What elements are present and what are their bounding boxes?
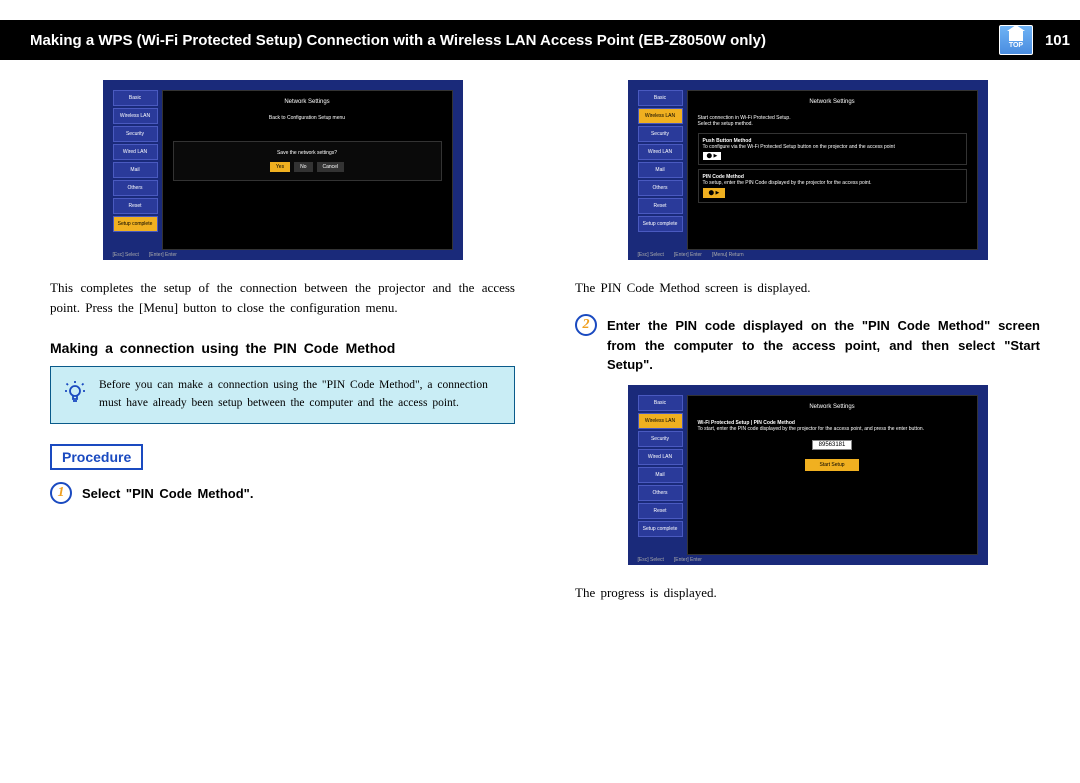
ss1-menu-item: Wireless LAN [113,108,158,124]
ss1-footer: [Enter] Enter [149,252,177,258]
ss3-menu-item: Others [638,485,683,501]
ss1-dialog-text: Save the network settings? [182,150,433,156]
ss2-menu-item: Wired LAN [638,144,683,160]
ss2-menu-item: Security [638,126,683,142]
screenshot-setup-complete: Basic Wireless LAN Security Wired LAN Ma… [103,80,463,260]
ss1-menu-item: Others [113,180,158,196]
ss1-btn-no: No [294,162,312,172]
ss1-menu-item: Reset [113,198,158,214]
tip-text: Before you can make a connection using t… [99,379,488,409]
ss3-wps-desc: To start, enter the PIN code displayed b… [698,426,967,432]
ss2-footer: [Menu] Return [712,252,744,258]
ss1-title: Network Settings [169,97,446,107]
step-2-text: Enter the PIN code displayed on the "PIN… [607,314,1040,375]
ss3-menu-item-active: Wireless LAN [638,413,683,429]
para-completes-setup: This completes the setup of the connecti… [50,278,515,318]
para-progress: The progress is displayed. [575,583,1040,603]
ss1-btn-cancel: Cancel [317,162,345,172]
top-icon[interactable]: TOP [999,25,1033,55]
ss1-footer: [Esc] Select [113,252,139,258]
ss1-menu-item: Basic [113,90,158,106]
screenshot-method-select: Basic Wireless LAN Security Wired LAN Ma… [628,80,988,260]
step-2-number: 2 [575,314,597,336]
ss2-title: Network Settings [694,97,971,107]
ss3-menu-item: Reset [638,503,683,519]
para-pin-displayed: The PIN Code Method screen is displayed. [575,278,1040,298]
ss3-start-btn: Start Setup [805,459,858,471]
right-column: Basic Wireless LAN Security Wired LAN Ma… [575,80,1040,619]
screenshot-start-setup: Basic Wireless LAN Security Wired LAN Ma… [628,385,988,565]
top-icon-label: TOP [1009,42,1023,49]
ss3-footer: [Enter] Enter [674,557,702,563]
ss1-menu-item: Security [113,126,158,142]
lightbulb-icon [63,381,87,405]
ss3-footer: [Esc] Select [638,557,664,563]
page-number: 101 [1045,32,1070,49]
ss3-title: Network Settings [694,402,971,412]
step-1-number: 1 [50,482,72,504]
ss1-btn-yes: Yes [270,162,290,172]
header-bar: Making a WPS (Wi-Fi Protected Setup) Con… [0,20,1080,60]
ss1-menu-item-active: Setup complete [113,216,158,232]
step-1-text: Select "PIN Code Method". [82,482,253,504]
ss3-menu-item: Mail [638,467,683,483]
ss3-pin: 89563181 [812,440,853,450]
ss1-back: Back to Configuration Setup menu [173,115,442,121]
heading-pin-method: Making a connection using the PIN Code M… [50,340,515,356]
ss2-pb-desc: To configure via the Wi-Fi Protected Set… [703,144,962,150]
ss2-pin-desc: To setup, enter the PIN Code displayed b… [703,180,962,186]
ss2-menu-item: Basic [638,90,683,106]
ss1-menu-item: Wired LAN [113,144,158,160]
ss2-menu-item-active: Wireless LAN [638,108,683,124]
ss2-footer: [Enter] Enter [674,252,702,258]
step-2: 2 Enter the PIN code displayed on the "P… [575,314,1040,375]
ss2-footer: [Esc] Select [638,252,664,258]
ss2-menu-item: Setup complete [638,216,683,232]
ss3-menu-item: Setup complete [638,521,683,537]
step-1: 1 Select "PIN Code Method". [50,482,515,504]
ss2-menu-item: Mail [638,162,683,178]
page-title: Making a WPS (Wi-Fi Protected Setup) Con… [30,32,999,49]
tip-box: Before you can make a connection using t… [50,366,515,424]
ss2-menu-item: Others [638,180,683,196]
left-column: Basic Wireless LAN Security Wired LAN Ma… [50,80,515,619]
ss1-menu-item: Mail [113,162,158,178]
ss3-menu-item: Wired LAN [638,449,683,465]
ss3-menu-item: Security [638,431,683,447]
ss2-menu-item: Reset [638,198,683,214]
ss2-line2: Select the setup method. [698,121,967,127]
procedure-label: Procedure [50,444,143,470]
ss3-menu-item: Basic [638,395,683,411]
